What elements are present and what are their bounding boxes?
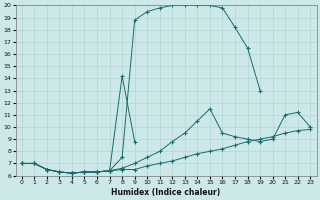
- X-axis label: Humidex (Indice chaleur): Humidex (Indice chaleur): [111, 188, 221, 197]
